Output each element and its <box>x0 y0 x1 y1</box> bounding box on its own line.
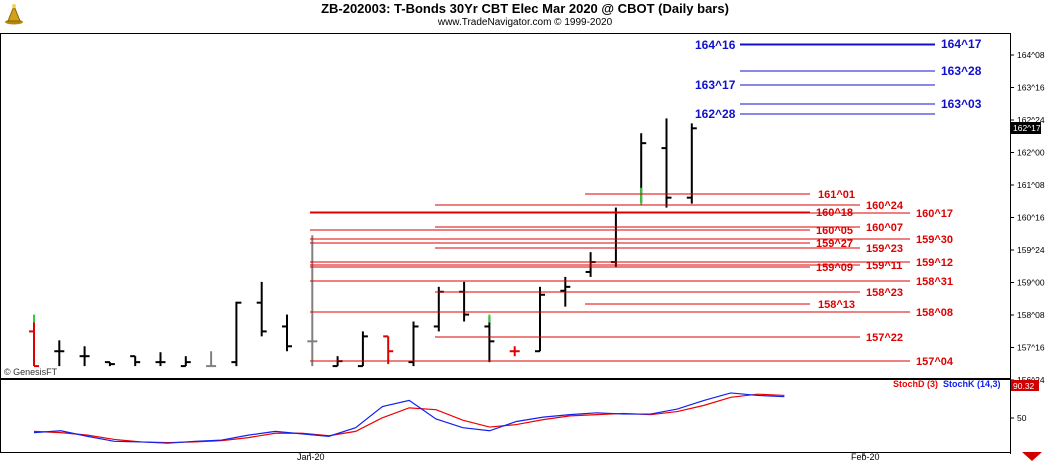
blue-level-label: 164^17 <box>941 37 982 51</box>
stoch-d-label: StochD (3) <box>893 379 938 389</box>
red-level-label: 159^30 <box>916 234 953 246</box>
price-axis-tick-label: 158^08 <box>1017 310 1045 320</box>
chart-subtitle: www.TradeNavigator.com © 1999-2020 <box>437 17 613 28</box>
blue-level-label: 163^03 <box>941 97 982 111</box>
red-level-label: 158^31 <box>916 276 953 288</box>
red-level-label: 159^09 <box>816 262 853 274</box>
red-level-label: 159^11 <box>866 260 902 272</box>
chart-title: ZB-202003: T-Bonds 30Yr CBT Elec Mar 202… <box>321 1 729 16</box>
red-level-label: 157^22 <box>866 332 903 344</box>
red-level-label: 159^23 <box>866 243 903 255</box>
price-axis-tick-label: 163^16 <box>1017 83 1045 93</box>
blue-level-label: 162^28 <box>695 107 736 121</box>
red-level-label: 160^17 <box>916 208 953 220</box>
red-level-label: 160^24 <box>866 200 904 212</box>
blue-level-label: 164^16 <box>695 38 736 52</box>
price-axis-tick-label: 159^00 <box>1017 278 1045 288</box>
price-axis-tick-label: 160^16 <box>1017 213 1045 223</box>
red-level-label: 160^07 <box>866 222 903 234</box>
stoch-axis-label: 50 <box>1017 413 1027 423</box>
red-level-label: 159^27 <box>816 238 853 250</box>
stoch-k-label: StochK (14,3) <box>943 379 1001 389</box>
red-level-label: 157^04 <box>916 356 954 368</box>
stochastic-panel-frame <box>0 379 1011 453</box>
current-price-tag <box>1011 122 1041 134</box>
stoch-value-label: 90.32 <box>1013 381 1035 391</box>
red-level-label: 159^12 <box>916 257 953 269</box>
x-axis-label: Jan-20 <box>297 452 325 462</box>
red-level-label: 158^13 <box>818 299 855 311</box>
red-level-label: 158^08 <box>916 307 953 319</box>
price-axis-tick-label: 161^08 <box>1017 180 1045 190</box>
trading-navigator-logo <box>5 4 23 25</box>
x-axis-label: Feb-20 <box>851 452 880 462</box>
red-level-label: 161^01 <box>818 189 855 201</box>
stoch-value-tag <box>1011 380 1039 391</box>
red-level-label: 160^05 <box>816 225 853 237</box>
price-axis-tick-label: 164^08 <box>1017 50 1045 60</box>
red-level-label: 158^23 <box>866 287 903 299</box>
current-price-label: 162^17 <box>1013 123 1041 133</box>
price-axis-tick-label: 157^16 <box>1017 343 1045 353</box>
scroll-right-arrow-icon[interactable] <box>1020 450 1044 462</box>
stoch-k-line <box>33 392 785 444</box>
blue-level-label: 163^28 <box>941 64 982 78</box>
price-axis-tick-label: 162^24 <box>1017 115 1045 125</box>
price-axis-tick-label: 162^00 <box>1017 148 1045 158</box>
price-panel-frame <box>0 33 1011 379</box>
blue-level-label: 163^17 <box>695 78 736 92</box>
genesis-watermark: © GenesisFT <box>4 367 58 377</box>
price-axis-tick-label: 159^24 <box>1017 245 1045 255</box>
